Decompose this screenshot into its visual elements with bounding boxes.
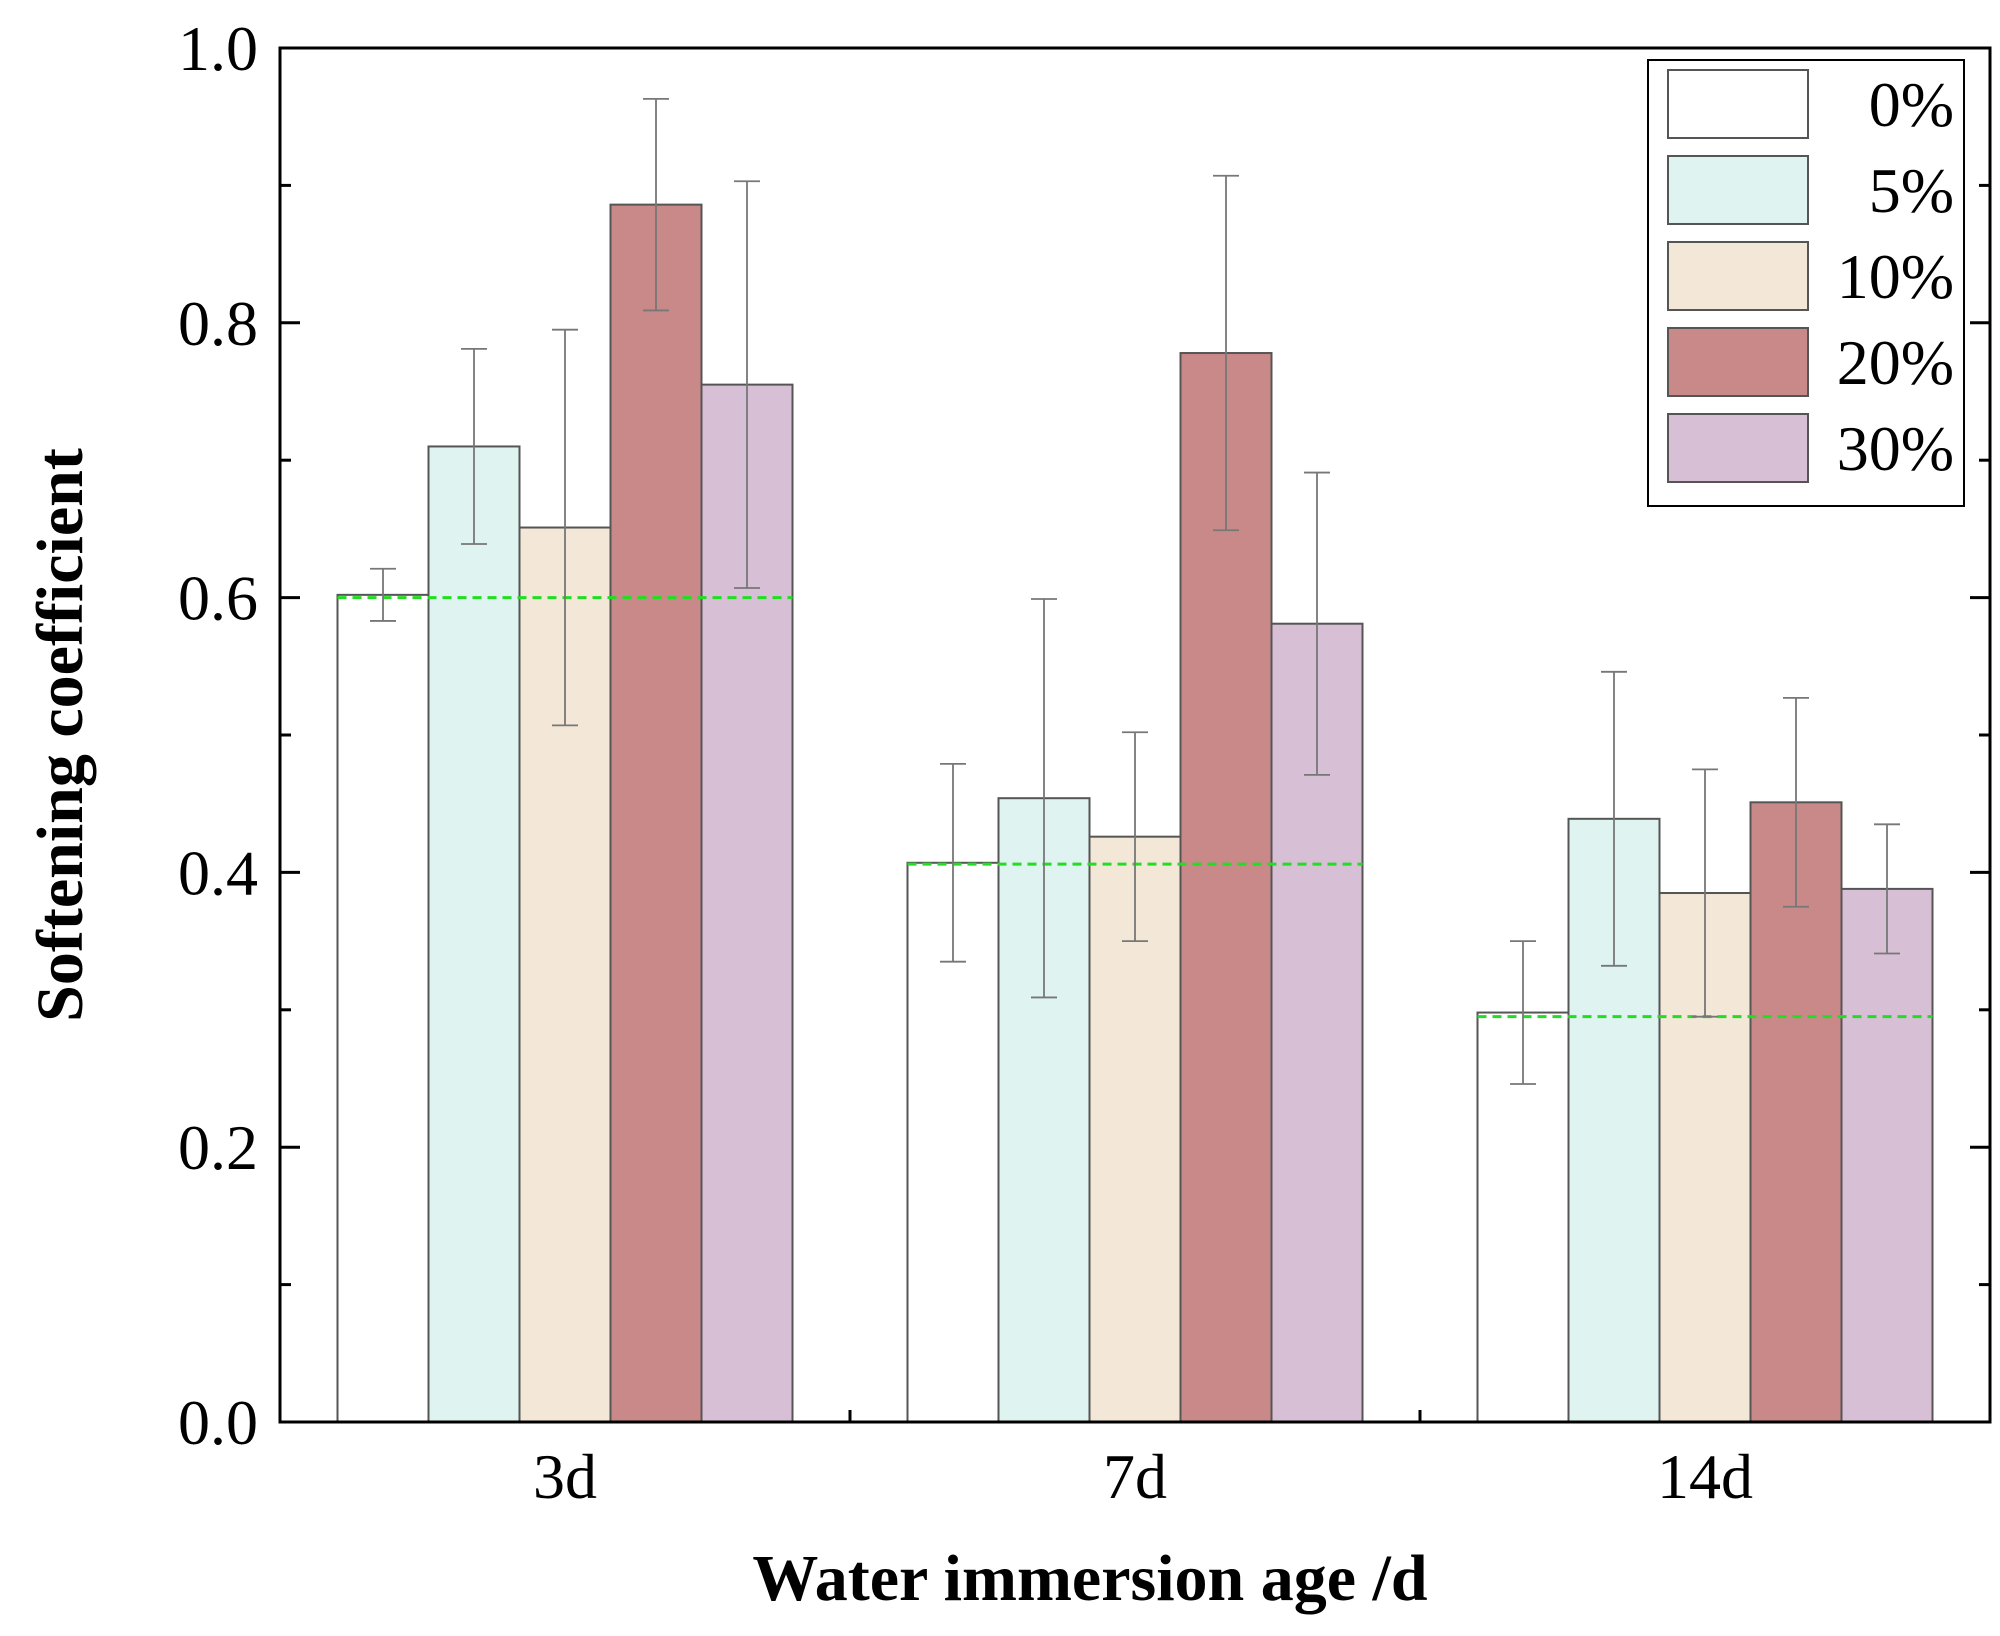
y-tick-label: 0.0 (178, 1387, 258, 1458)
legend-swatch-30% (1667, 413, 1809, 483)
legend-swatch-20% (1667, 327, 1809, 397)
y-tick-label: 0.6 (178, 563, 258, 634)
y-axis-title: Softening coefficient (24, 448, 97, 1022)
y-tick-label: 0.4 (178, 837, 258, 908)
bar-3d-5% (427, 445, 521, 1423)
legend-swatch-5% (1667, 155, 1809, 225)
legend-label-30%: 30% (1837, 413, 1954, 484)
legend-swatch-10% (1667, 241, 1809, 311)
y-tick-label: 0.8 (178, 288, 258, 359)
x-tick-label-3d: 3d (533, 1441, 597, 1512)
x-tick-label-7d: 7d (1103, 1441, 1167, 1512)
error-bars (370, 97, 1900, 1085)
legend-swatch-0% (1667, 69, 1809, 139)
legend-label-5%: 5% (1869, 155, 1954, 226)
legend-label-0%: 0% (1869, 69, 1954, 140)
y-tick-labels: 0.0 0.2 0.4 0.6 0.8 1.0 (178, 13, 258, 1458)
bar-3d-0% (336, 593, 430, 1423)
legend: 0% 5% 10% 20% 30% (1647, 59, 1965, 507)
y-tick-label: 1.0 (178, 13, 258, 84)
y-tick-label: 0.2 (178, 1112, 258, 1183)
bar-14d-30% (1840, 887, 1934, 1423)
x-axis-title: Water immersion age /d (752, 1542, 1427, 1615)
legend-label-20%: 20% (1837, 327, 1954, 398)
x-tick-labels: 3d 7d 14d (533, 1441, 1753, 1512)
legend-label-10%: 10% (1837, 241, 1954, 312)
axis-ticks (280, 46, 1990, 1424)
bar-3d-20% (609, 203, 703, 1424)
x-tick-label-14d: 14d (1657, 1441, 1753, 1512)
